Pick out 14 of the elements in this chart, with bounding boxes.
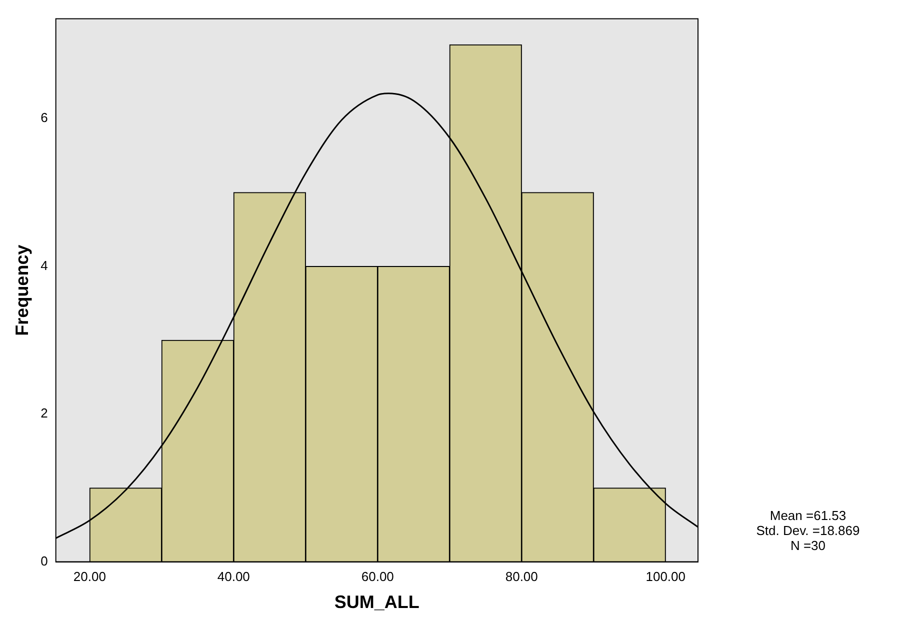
y-tick-label: 2 [40,406,48,421]
y-axis-title: Frequency [12,244,32,336]
x-tick-label: 60.00 [361,569,394,584]
text: N =30 [790,538,826,553]
y-tick-label: 4 [40,258,48,273]
text: Std. Dev. =18.869 [756,522,860,538]
x-axis-title: SUM_ALL [334,592,420,612]
x-tick-label: 80.00 [505,569,538,584]
x-tick-label: 100.00 [646,569,686,584]
x-tick-label: 40.00 [217,569,250,584]
text: Mean =61.53 [770,508,846,523]
x-tick-label: 20.00 [73,569,106,584]
y-tick-label: 0 [40,553,48,568]
y-tick-label: 6 [40,110,48,126]
